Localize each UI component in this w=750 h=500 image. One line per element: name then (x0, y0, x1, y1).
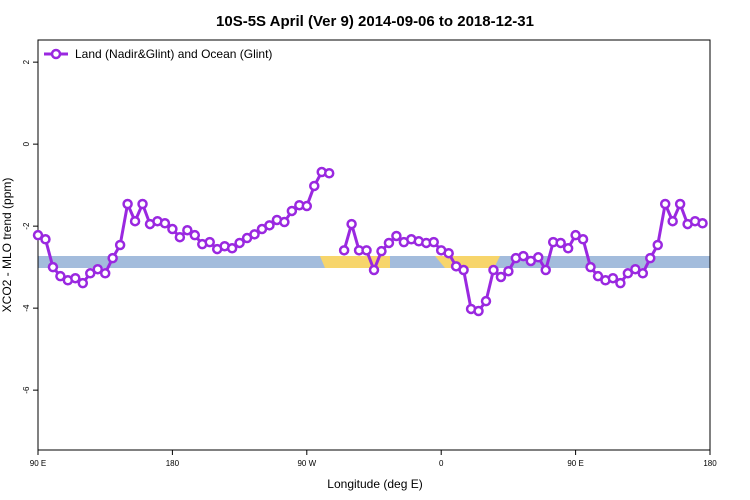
point-marker (428, 236, 439, 248)
point-marker (361, 245, 372, 256)
point-marker (92, 263, 103, 275)
point-marker (204, 236, 215, 248)
point-marker (167, 223, 178, 235)
point-marker (174, 231, 186, 243)
point-marker (114, 239, 126, 251)
point-marker (226, 243, 238, 254)
point-marker (518, 250, 529, 262)
x-axis-label: Longitude (deg E) (327, 477, 422, 491)
point-marker (286, 205, 298, 217)
point-marker (264, 220, 275, 231)
point-marker (607, 272, 619, 284)
point-marker (309, 180, 320, 192)
point-marker (555, 237, 566, 249)
point-marker (279, 216, 290, 228)
point-marker (480, 295, 492, 307)
legend-label: Land (Nadir&Glint) and Ocean (Glint) (75, 47, 272, 61)
point-marker (667, 215, 678, 227)
point-marker (346, 218, 357, 230)
point-marker (137, 198, 148, 210)
y-tick-label: -6 (22, 386, 31, 394)
point-marker (77, 277, 89, 289)
point-marker (585, 261, 596, 273)
point-marker (637, 268, 649, 279)
x-tick-label: 180 (166, 459, 180, 468)
point-marker (533, 252, 544, 263)
point-marker (129, 215, 141, 227)
point-marker (473, 305, 484, 317)
point-marker (47, 261, 59, 273)
point-marker (249, 229, 260, 240)
plot-frame (37, 39, 711, 451)
y-axis-label: XCO2 - MLO trend (ppm) (0, 178, 14, 313)
point-marker (32, 229, 44, 241)
point-marker (85, 268, 96, 279)
point-marker (189, 229, 201, 241)
point-marker (652, 239, 663, 251)
plot-area (38, 40, 710, 450)
point-marker (107, 252, 118, 264)
point-marker (503, 265, 514, 277)
x-tick-label: 0 (439, 459, 444, 468)
point-marker (99, 268, 111, 279)
x-tick-label: 90 E (567, 459, 583, 468)
point-marker (122, 198, 133, 210)
point-marker (40, 234, 51, 245)
point-marker (645, 252, 656, 264)
point-marker (323, 168, 335, 179)
point-marker (234, 237, 245, 249)
x-tick-label: 90 E (30, 459, 46, 468)
point-marker (338, 245, 350, 256)
point-marker (570, 229, 581, 241)
y-tick-label: -4 (22, 304, 31, 312)
point-marker (443, 247, 454, 259)
point-marker (55, 270, 66, 282)
y-tick-label: 0 (22, 141, 31, 146)
point-marker (562, 243, 574, 254)
x-tick-label: 90 W (297, 459, 316, 468)
y-tick-label: 2 (22, 59, 31, 64)
point-marker (540, 264, 551, 276)
point-marker (488, 264, 499, 276)
point-marker (622, 268, 634, 279)
point-marker (301, 200, 313, 212)
point-marker (368, 264, 380, 276)
point-marker (70, 272, 81, 284)
point-marker (495, 271, 507, 283)
point-marker (383, 237, 395, 249)
point-marker (697, 218, 708, 229)
legend-marker (50, 48, 62, 60)
legend-entry: Land (Nadir&Glint) and Ocean (Glint) (44, 47, 272, 61)
point-marker (659, 198, 671, 210)
point-marker (391, 230, 402, 242)
point-marker (182, 224, 193, 236)
point-marker (376, 245, 387, 257)
x-tick-label: 180 (703, 459, 717, 468)
point-marker (159, 218, 171, 229)
chart-title: 10S-5S April (Ver 9) 2014-09-06 to 2018-… (216, 13, 534, 30)
point-marker (630, 263, 641, 275)
point-marker (458, 264, 469, 276)
point-marker (674, 198, 686, 210)
point-marker (577, 234, 589, 245)
y-tick-label: -2 (22, 222, 31, 230)
point-marker (615, 277, 626, 289)
point-marker (592, 270, 604, 282)
